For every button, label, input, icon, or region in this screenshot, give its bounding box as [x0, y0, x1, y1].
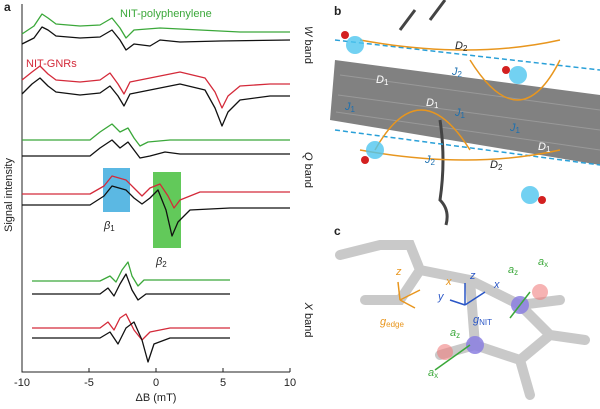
axis-label-sub: edge	[386, 320, 404, 329]
x-tick-label: -5	[84, 377, 94, 389]
region-label: β1	[103, 220, 115, 233]
coupling-label-base: D	[490, 159, 498, 171]
molecule-c	[335, 240, 590, 400]
axis-label-base: x	[493, 279, 500, 291]
coupling-label-base: D	[426, 97, 434, 109]
x-tick-label: 10	[284, 377, 296, 389]
band-label: X band	[302, 302, 314, 338]
coupling-label-sub: 1	[516, 126, 521, 135]
coupling-label-sub: 1	[461, 111, 466, 120]
axis-label: x	[445, 276, 452, 288]
axis-label-base: a	[508, 264, 514, 276]
coupling-label: D1	[426, 97, 439, 110]
coupling-label: J1	[344, 101, 356, 114]
coupling-label-base: D	[455, 40, 463, 52]
coupling-label: D1	[538, 141, 551, 154]
axis-label-base: a	[538, 256, 544, 268]
axis-label-base: g	[380, 316, 387, 328]
coupling-label-sub: 1	[434, 101, 439, 110]
band-word: band	[302, 39, 314, 63]
axis-label: z	[469, 270, 476, 282]
coupling-label-base: D	[376, 74, 384, 86]
coupling-label-base: J	[451, 66, 458, 78]
x-tick-label: 5	[220, 377, 226, 389]
coupling-label-base: J	[454, 107, 461, 119]
panel-label: a	[4, 0, 11, 14]
x-tick-label: 0	[153, 377, 159, 389]
x-tick-label: -10	[14, 377, 30, 389]
region-label-base: β	[155, 256, 163, 268]
coupling-label-sub: 2	[463, 44, 468, 53]
annotation: NIT-polyphenylene	[120, 8, 212, 20]
region-label: β2	[155, 256, 167, 269]
axis-label-base: a	[450, 327, 456, 339]
coupling-label: D2	[490, 159, 503, 172]
coupling-label-base: D	[538, 141, 546, 153]
axis-label: x	[493, 279, 500, 291]
annotation: NIT-GNRs	[26, 58, 77, 70]
axis-label-sub: x	[434, 371, 438, 380]
x-axis-label: ΔB (mT)	[136, 392, 177, 404]
band-letter: W	[302, 26, 314, 38]
coupling-label: J1	[454, 107, 466, 120]
axis-label-base: a	[428, 367, 434, 379]
axis-label-base: z	[395, 266, 402, 278]
band-word: band	[302, 313, 314, 337]
spectra	[21, 13, 291, 363]
coupling-label-base: J	[344, 101, 351, 113]
coupling-label-sub: 1	[546, 145, 551, 154]
axis-label: ax	[428, 367, 438, 380]
axis-label-sub: z	[514, 268, 518, 277]
axis-label: y	[437, 291, 445, 303]
band-label: Q band	[302, 152, 314, 188]
axis-label-sub: x	[544, 260, 548, 269]
axis-label-sub: z	[456, 331, 460, 340]
coupling-label: J2	[451, 66, 463, 79]
axis-label-sub: NIT	[479, 318, 492, 327]
coupling-label-sub: 2	[458, 70, 463, 79]
band-label: W band	[302, 26, 314, 64]
axis-label: az	[508, 264, 518, 277]
axis-label-base: y	[437, 291, 445, 303]
coupling-label: J2	[424, 154, 436, 167]
axis-label-base: g	[473, 314, 480, 326]
region-beta2	[153, 172, 181, 248]
coupling-label-sub: 1	[384, 78, 389, 87]
molecule-b	[330, 0, 600, 226]
coupling-label-sub: 1	[351, 105, 356, 114]
axis-label: gNIT	[473, 314, 492, 327]
coupling-label-base: J	[424, 154, 431, 166]
axis-label: z	[395, 266, 402, 278]
region-label-sub: 1	[110, 224, 115, 233]
region-label-sub: 2	[162, 260, 167, 269]
band-letter: Q	[302, 152, 314, 161]
region-label-base: β	[103, 220, 111, 232]
axis-label: gedge	[380, 316, 404, 329]
axis-label-base: z	[469, 270, 476, 282]
band-letter: X	[302, 302, 314, 311]
panel-label: c	[334, 224, 341, 238]
coupling-label-sub: 2	[431, 158, 436, 167]
coupling-label: D2	[455, 40, 468, 53]
coupling-label: J1	[509, 122, 521, 135]
axis-label: az	[450, 327, 460, 340]
coupling-label-sub: 2	[498, 163, 503, 172]
coupling-label-base: J	[509, 122, 516, 134]
panel-label: b	[334, 4, 341, 18]
coupling-label: D1	[376, 74, 389, 87]
axis-label-base: x	[445, 276, 452, 288]
band-word: band	[302, 164, 314, 188]
axis-label: ax	[538, 256, 548, 269]
y-axis-label: Signal intensity	[3, 158, 15, 232]
